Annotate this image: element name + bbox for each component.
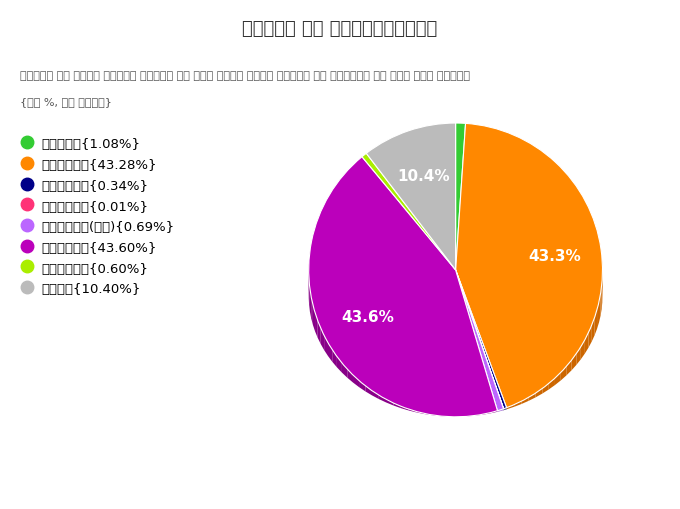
Wedge shape xyxy=(456,270,507,409)
Polygon shape xyxy=(311,292,313,325)
Polygon shape xyxy=(372,369,379,399)
Polygon shape xyxy=(315,305,318,338)
Wedge shape xyxy=(309,157,498,417)
Polygon shape xyxy=(594,303,597,335)
Polygon shape xyxy=(561,349,566,381)
Polygon shape xyxy=(347,352,353,383)
Polygon shape xyxy=(566,344,571,376)
Polygon shape xyxy=(441,390,449,417)
Polygon shape xyxy=(481,387,490,415)
Wedge shape xyxy=(456,124,602,408)
Polygon shape xyxy=(507,381,514,410)
Polygon shape xyxy=(365,365,372,395)
Polygon shape xyxy=(310,286,311,319)
Polygon shape xyxy=(321,318,324,350)
Text: 10.4%: 10.4% xyxy=(397,168,450,183)
Polygon shape xyxy=(337,341,342,373)
Polygon shape xyxy=(592,309,594,342)
Text: 43.3%: 43.3% xyxy=(528,249,581,264)
Polygon shape xyxy=(465,390,473,417)
Legend: एएएपी{1.08%}, बीजेपी{43.28%}, बीएसपी{0.34%}, सीपीआई{0.01%}, सीपीआई(एम){0.69%}, आ: एएएपी{1.08%}, बीजेपी{43.28%}, बीएसपी{0.3… xyxy=(20,134,178,300)
Polygon shape xyxy=(333,335,337,367)
Polygon shape xyxy=(328,330,333,362)
Text: {मत %, मत गणना}: {मत %, मत गणना} xyxy=(20,97,112,107)
Polygon shape xyxy=(528,371,536,401)
Polygon shape xyxy=(543,363,549,394)
Polygon shape xyxy=(522,375,528,404)
Polygon shape xyxy=(600,283,602,316)
Text: कृपया और अधिक विवरण देखने के लिए अपना माउस चार्ट या लीजेंड के ऊपर मूव करें।: कृपया और अधिक विवरण देखने के लिए अपना मा… xyxy=(20,71,471,81)
Polygon shape xyxy=(359,361,365,391)
Polygon shape xyxy=(588,316,592,348)
Wedge shape xyxy=(362,154,456,270)
Polygon shape xyxy=(571,339,577,371)
Polygon shape xyxy=(577,333,581,365)
Polygon shape xyxy=(449,390,457,417)
Polygon shape xyxy=(490,386,498,414)
Polygon shape xyxy=(393,379,401,408)
Wedge shape xyxy=(367,124,456,270)
Polygon shape xyxy=(324,324,328,356)
Polygon shape xyxy=(432,389,441,416)
Text: 43.6%: 43.6% xyxy=(341,310,394,325)
Polygon shape xyxy=(309,279,310,312)
Polygon shape xyxy=(457,390,465,417)
Wedge shape xyxy=(456,270,504,409)
Polygon shape xyxy=(409,384,416,413)
Polygon shape xyxy=(514,378,522,407)
Polygon shape xyxy=(379,373,386,403)
Polygon shape xyxy=(473,389,481,416)
Polygon shape xyxy=(342,347,347,378)
Polygon shape xyxy=(599,290,600,323)
Wedge shape xyxy=(456,124,466,270)
Polygon shape xyxy=(585,322,588,354)
Polygon shape xyxy=(555,354,561,385)
Polygon shape xyxy=(309,252,311,285)
Text: दलवार मत हिस्सेदारी: दलवार मत हिस्सेदारी xyxy=(242,20,438,38)
Polygon shape xyxy=(401,382,409,411)
Polygon shape xyxy=(318,312,321,344)
Polygon shape xyxy=(416,386,424,414)
Polygon shape xyxy=(313,299,315,332)
Polygon shape xyxy=(424,388,432,415)
Polygon shape xyxy=(386,376,393,406)
Polygon shape xyxy=(581,327,585,360)
Wedge shape xyxy=(456,270,503,411)
Polygon shape xyxy=(536,367,543,398)
Polygon shape xyxy=(353,356,359,387)
Polygon shape xyxy=(597,296,599,329)
Polygon shape xyxy=(549,359,555,390)
